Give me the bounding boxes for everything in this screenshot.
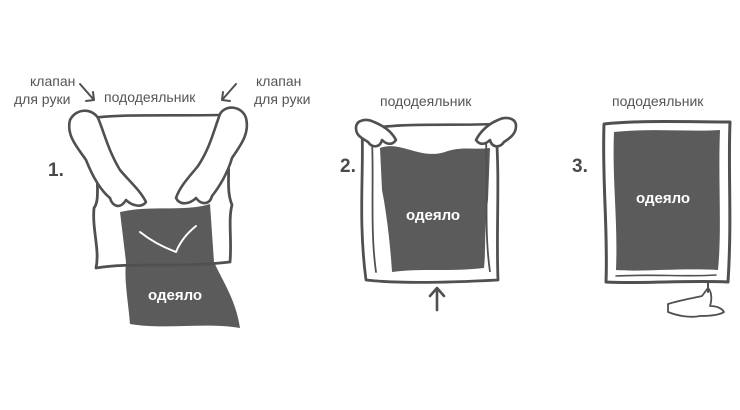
step2-left-hand: [354, 118, 398, 148]
step2-right-hand: [474, 116, 518, 148]
step1-cover-top: [90, 113, 220, 120]
step1-left-arm: [67, 109, 148, 208]
step2-cover-label: пододеяльник: [380, 93, 472, 109]
arrow-down-left-icon: [221, 83, 237, 102]
step1-right-flap-label-line2: для руки: [254, 91, 311, 107]
step2-cover-outline: [360, 128, 500, 284]
step2-figure: [354, 116, 518, 312]
step2-bottom-opening: [396, 271, 492, 277]
step1-figure: [67, 83, 249, 328]
step3-blanket: [613, 130, 720, 271]
step3-bottom-seam: [615, 274, 717, 277]
step1-left-flap-label-line1: клапан: [30, 73, 76, 89]
step1-cover-label: пододеяльник: [104, 89, 196, 105]
step1-right-flap-label-line1: клапан: [256, 73, 302, 89]
step1-number: 1.: [48, 160, 64, 181]
step3-figure: [602, 120, 732, 318]
arrow-up-icon: [428, 286, 446, 312]
step3-blanket-label: одеяло: [636, 190, 691, 207]
step2-blanket-label: одеяло: [406, 207, 461, 224]
step3-cover-label: пододеяльник: [612, 93, 704, 109]
step2-number: 2.: [340, 156, 356, 177]
step1-cover-outline: [92, 158, 234, 270]
step1-blanket-label: одеяло: [148, 287, 203, 304]
hand-icon: [667, 287, 725, 318]
step1-blanket-fold: [139, 225, 197, 253]
step1-left-flap-label-line2: для руки: [14, 91, 71, 107]
step3-number: 3.: [572, 156, 588, 177]
arrow-down-right-icon: [79, 83, 95, 102]
step2-blanket: [380, 146, 490, 272]
step1-right-arm: [174, 106, 249, 205]
step3-cover-outline: [602, 120, 732, 285]
step2-cover-inner: [371, 139, 491, 273]
